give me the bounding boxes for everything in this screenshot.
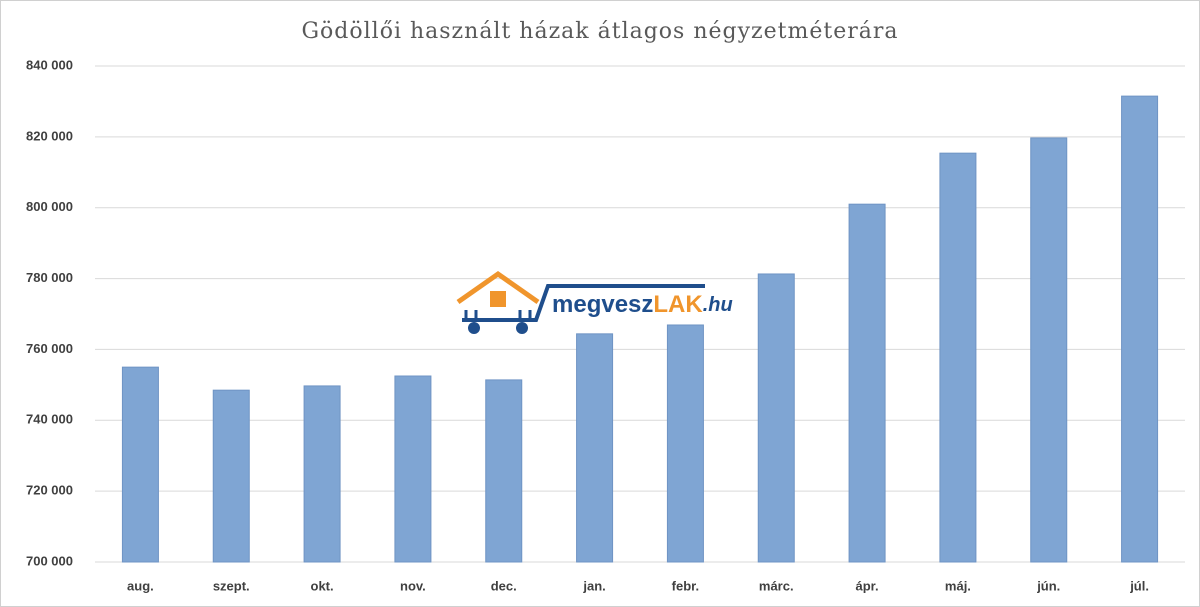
logo-text: megveszLAK.hu	[552, 291, 733, 318]
x-tick-label: okt.	[311, 578, 334, 593]
bar	[939, 152, 977, 563]
bar	[394, 375, 432, 563]
logo-cart	[462, 284, 705, 322]
logo-wheel	[468, 322, 480, 334]
bar	[485, 379, 523, 563]
x-tick-label: dec.	[491, 578, 517, 593]
logo-name: megvesz	[552, 291, 653, 318]
bar	[121, 366, 159, 563]
x-tick-label: ápr.	[856, 578, 879, 593]
bar	[212, 389, 250, 563]
logo-wheel	[516, 322, 528, 334]
bar	[576, 333, 614, 563]
plot-area: 700 000 720 000 740 000 760 000 780 000 800 0…	[26, 57, 1185, 593]
y-tick-label: 720 000	[26, 483, 73, 498]
bar	[848, 203, 886, 563]
chart-title: Gödöllői használt házak átlagos négyzetm…	[301, 19, 898, 44]
y-tick-label: 800 000	[26, 199, 73, 214]
logo-domain: .hu	[703, 294, 733, 316]
y-tick-label: 840 000	[26, 57, 73, 72]
x-tick-label: júl.	[1129, 578, 1149, 593]
x-tick-label: szept.	[213, 578, 250, 593]
x-tick-label: máj.	[945, 578, 971, 593]
x-tick-label: jún.	[1036, 578, 1060, 593]
logo-brand: LAK	[653, 291, 703, 318]
bar	[303, 385, 341, 563]
bar	[757, 273, 795, 563]
logo-window	[490, 291, 506, 307]
y-tick-label: 780 000	[26, 270, 73, 285]
bar	[1121, 95, 1159, 563]
x-tick-label: jan.	[582, 578, 605, 593]
bar	[1030, 137, 1068, 563]
x-tick-label: aug.	[127, 578, 154, 593]
watermark-logo: megveszLAK.hu	[456, 270, 733, 334]
y-tick-label: 740 000	[26, 412, 73, 427]
logo-roof	[456, 270, 540, 305]
x-tick-label: nov.	[400, 578, 426, 593]
y-tick-label: 700 000	[26, 553, 73, 568]
bar	[666, 324, 704, 563]
y-tick-label: 820 000	[26, 128, 73, 143]
x-tick-label: márc.	[759, 578, 794, 593]
y-tick-label: 760 000	[26, 341, 73, 356]
logo-cart-bars	[464, 310, 532, 318]
x-tick-label: febr.	[672, 578, 699, 593]
